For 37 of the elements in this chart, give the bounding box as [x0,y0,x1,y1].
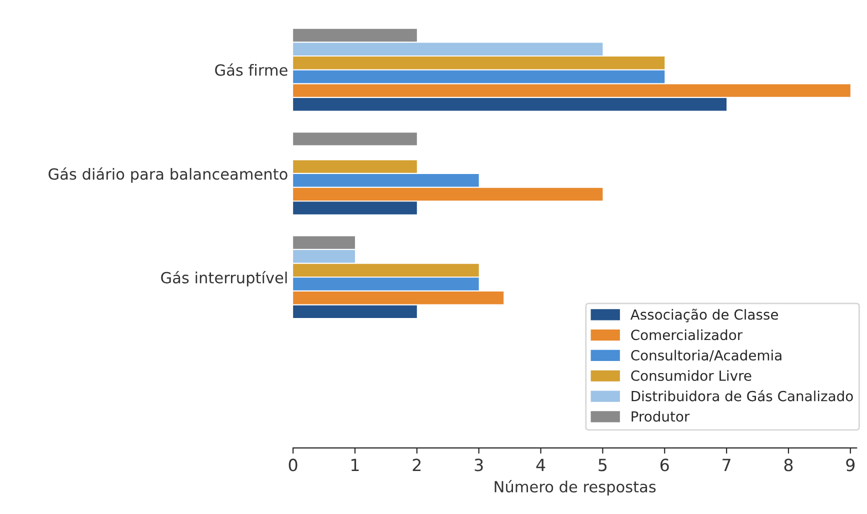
bar [293,264,479,277]
legend-label: Produtor [632,410,690,422]
bar [293,42,603,56]
x-tick-label: 3 [474,458,483,472]
bar [293,292,504,304]
legend-label: Distribuidora de Gás Canalizado [632,390,853,402]
x-tick-label: 6 [660,458,669,472]
legend-label: Consumidor Livre [631,370,752,381]
bar [293,188,603,201]
y-tick-label: Gás firme [215,63,288,76]
bar [293,174,479,187]
bar [293,70,665,84]
bar [293,236,355,249]
x-tick-label: 1 [352,458,359,472]
bar [293,84,850,97]
x-tick-label: 8 [784,458,793,472]
bar [293,56,665,70]
y-tick-label: Gás interruptível [161,271,287,286]
bar [293,28,417,42]
bar [293,132,417,146]
legend-label: Associação de Classe [630,308,778,322]
legend-label: Comercializador [631,329,743,340]
x-axis-title: Número de respostas [494,480,656,496]
x-tick-label: 0 [288,458,298,472]
bar [293,305,417,318]
bar [293,160,417,173]
bar [293,250,355,263]
x-tick-label: 2 [412,458,421,472]
y-tick-label: Gás diário para balanceamento [48,167,288,183]
x-tick-label: 4 [536,458,546,472]
x-tick-label: 9 [846,458,855,472]
legend-label: Consultoria/Academia [631,350,782,362]
bar [293,98,727,111]
x-tick-label: 7 [722,458,730,472]
bar [293,202,417,214]
bar [293,278,479,290]
x-tick-label: 5 [598,458,607,472]
